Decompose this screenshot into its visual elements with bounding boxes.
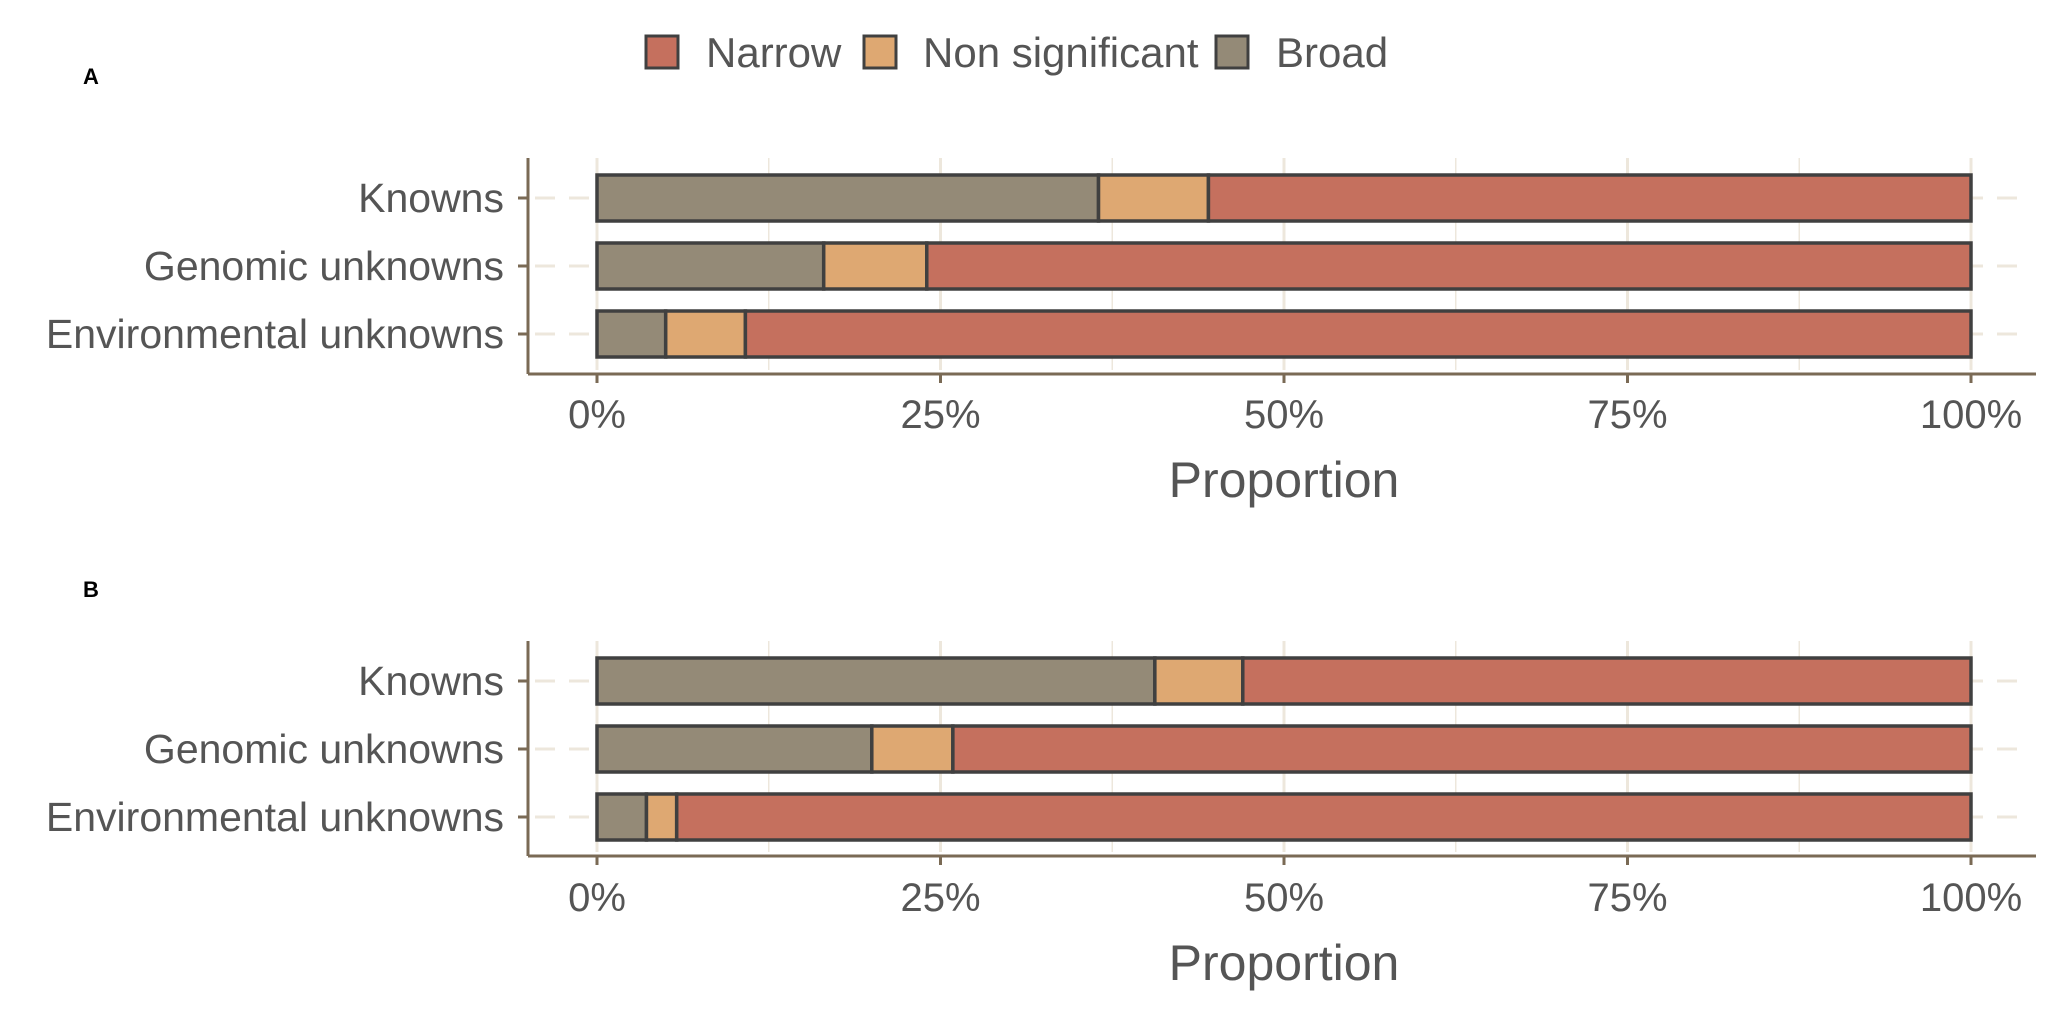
panel-b-ytick-label-genomic-unknowns: Genomic unknowns (144, 726, 504, 772)
legend-label-broad: Broad (1276, 29, 1388, 76)
panel-a-bar-genomic-unknowns-narrow (925, 241, 1973, 291)
panel-b-bar-genomic-unknowns-narrow (951, 724, 1973, 774)
panel-a-x-axis-title: Proportion (1169, 452, 1400, 508)
panel-a-bar-knowns-non-significant (1096, 173, 1211, 223)
panel-a-xtick-label-4: 100% (1920, 393, 2022, 437)
panel-a-xtick-label-3: 75% (1587, 393, 1667, 437)
panel-b-xtick-label-3: 75% (1587, 876, 1667, 920)
panel-b: B Knowns Genomic unknowns Environmental unk… (46, 577, 2036, 991)
panel-b-bar-knowns-broad (595, 656, 1157, 706)
panel-a-xtick-label-2: 50% (1244, 393, 1324, 437)
panel-a-bar-environmental-unknowns-broad (595, 309, 668, 359)
legend-swatch-narrow (644, 34, 680, 70)
legend-label-non-significant: Non significant (923, 29, 1199, 76)
panel-b-bar-genomic-unknowns-broad (595, 724, 874, 774)
panel-b-tag: B (83, 577, 99, 602)
panel-a-bar-environmental-unknowns-narrow (743, 309, 1973, 359)
panel-a-bar-genomic-unknowns-broad (595, 241, 826, 291)
panel-b-bar-environmental-unknowns-broad (595, 792, 649, 842)
panel-a-ytick-label-knowns: Knowns (358, 175, 504, 221)
legend-swatch-non-significant (862, 34, 898, 70)
panel-a-bar-knowns-narrow (1206, 173, 1973, 223)
panel-b-xtick-label-4: 100% (1920, 876, 2022, 920)
panel-b-ytick-label-knowns: Knowns (358, 658, 504, 704)
panel-a-ytick-label-genomic-unknowns: Genomic unknowns (144, 243, 504, 289)
panel-a-bar-environmental-unknowns-non-significant (663, 309, 748, 359)
panel-a-xtick-label-0: 0% (568, 393, 626, 437)
legend: Narrow Non significant Broad (644, 29, 1388, 76)
panel-a-bar-genomic-unknowns-non-significant (821, 241, 929, 291)
legend-label-narrow: Narrow (706, 29, 842, 76)
panel-b-x-axis-title: Proportion (1169, 935, 1400, 991)
panel-b-bar-genomic-unknowns-non-significant (870, 724, 955, 774)
panel-b-bar-knowns-narrow (1241, 656, 1973, 706)
legend-swatch-broad (1214, 34, 1250, 70)
panel-b-xtick-label-0: 0% (568, 876, 626, 920)
panel-b-bar-knowns-non-significant (1153, 656, 1245, 706)
panel-a-ytick-label-environmental-unknowns: Environmental unknowns (46, 311, 504, 357)
panel-a-bar-knowns-broad (595, 173, 1101, 223)
panel-a-xtick-label-1: 25% (900, 393, 980, 437)
panel-b-xtick-label-1: 25% (900, 876, 980, 920)
panel-b-bar-environmental-unknowns-narrow (674, 792, 1973, 842)
panel-b-ytick-label-environmental-unknowns: Environmental unknowns (46, 794, 504, 840)
panel-b-xtick-label-2: 50% (1244, 876, 1324, 920)
panel-b-bar-environmental-unknowns-non-significant (644, 792, 679, 842)
panel-a-tag: A (83, 64, 99, 89)
panel-a: A Knowns Genomic unknowns Environmental unk… (46, 64, 2036, 508)
